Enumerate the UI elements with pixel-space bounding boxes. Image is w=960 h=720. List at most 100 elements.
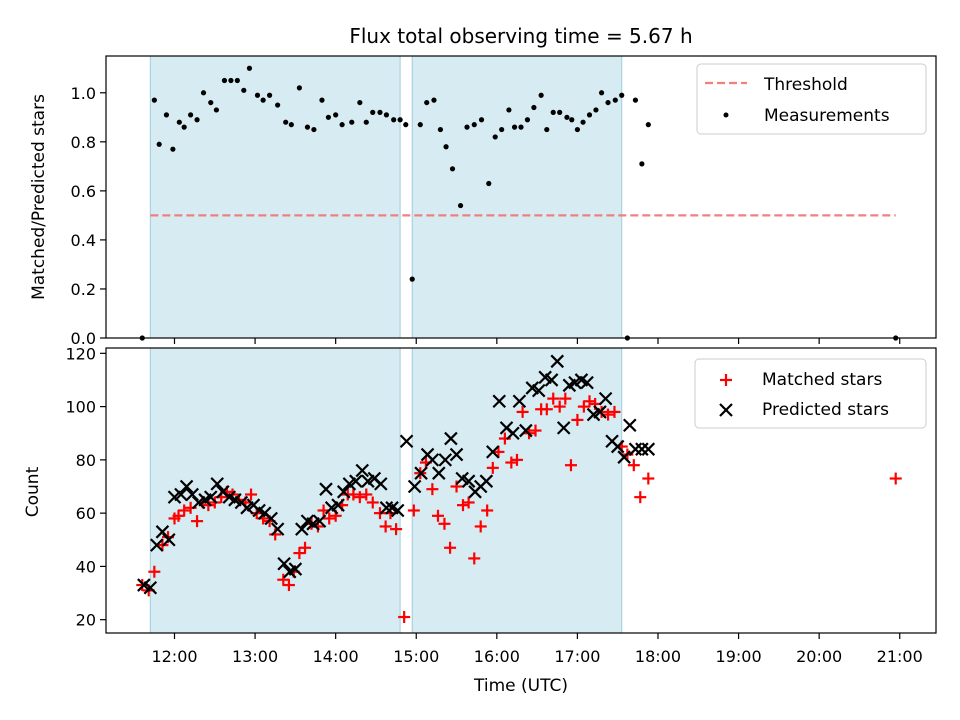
matched-star-point (583, 395, 596, 408)
predicted-star-point (210, 477, 224, 491)
measurement-point (391, 117, 397, 123)
predicted-star-point (492, 394, 507, 409)
measurement-point (383, 112, 390, 118)
predicted-star-point (355, 463, 370, 478)
measurement-point (181, 124, 187, 130)
measurement-point (511, 124, 518, 130)
measurement-point (349, 119, 355, 125)
matched-star-point (390, 523, 403, 536)
measurement-point (221, 77, 228, 84)
predicted-star-point (438, 453, 453, 467)
measurement-point (296, 85, 302, 91)
measurement-point (311, 126, 317, 133)
measurement-point (506, 107, 512, 113)
matched-legend-label: Matched stars (762, 370, 882, 390)
top-legend: Threshold Measurements (696, 63, 927, 135)
measurement-point (246, 65, 253, 71)
measurement-point (200, 90, 207, 96)
matched-star-point (323, 512, 336, 525)
bot-shaded-interval-1 (411, 347, 623, 634)
predicted-star-point (617, 450, 631, 464)
top-panel: 0.0 0.2 0.4 0.6 0.8 1.0 Matched/Predicted sta… (29, 55, 937, 348)
predicted-star-point (349, 474, 363, 488)
measurement-point (363, 119, 369, 125)
predicted-star-point (544, 373, 559, 387)
measurement-point (449, 166, 456, 172)
top-shaded-interval-1 (411, 55, 623, 339)
predicted-star-point (312, 514, 327, 528)
measurement-point (431, 97, 437, 103)
measurement-point (478, 117, 485, 123)
measurement-point (156, 141, 162, 147)
measurement-point (605, 99, 611, 106)
measurement-point (241, 87, 247, 93)
x-tick-label: 21:00 (877, 647, 923, 666)
predicted-star-point (598, 391, 613, 406)
predicted-star-point (479, 474, 494, 488)
matched-star-point (432, 509, 444, 522)
matched-star-point (360, 488, 373, 501)
measurement-point (260, 97, 266, 103)
predicted-star-point (461, 474, 476, 488)
measurement-point (612, 97, 618, 103)
predicted-star-point (432, 466, 446, 480)
measurement-point (370, 109, 376, 115)
measurement-point (357, 99, 363, 106)
measurement-point (593, 107, 599, 113)
measurement-point (457, 202, 464, 209)
predicted-legend-swatch (719, 403, 733, 417)
measurement-point (403, 122, 409, 128)
matched-star-point (347, 488, 360, 501)
predicted-star-point (512, 394, 527, 409)
predicted-star-point (407, 479, 422, 494)
predicted-star-point (444, 431, 458, 446)
predicted-star-point (506, 426, 520, 441)
matched-star-point (407, 504, 420, 517)
predicted-stars-points (137, 354, 656, 595)
measurement-point (170, 146, 176, 152)
measurement-point (564, 114, 570, 120)
measurement-point (333, 112, 339, 118)
measurement-point (639, 161, 645, 167)
matched-star-point (608, 405, 621, 418)
top-y-axis-label: Matched/Predicted stars (29, 94, 49, 300)
measurement-point (176, 119, 182, 125)
predicted-star-point (556, 421, 571, 435)
measurement-point (409, 276, 415, 282)
bot-y-tick-label: 80 (76, 451, 96, 470)
predicted-star-point (331, 498, 345, 512)
matched-star-point (172, 509, 185, 522)
matched-star-point (398, 611, 411, 624)
x-tick-label: 19:00 (716, 647, 762, 666)
measurement-point (492, 134, 498, 140)
measurement-point (518, 124, 524, 130)
predicted-star-point (519, 423, 533, 438)
matched-star-point (178, 504, 191, 517)
bot-y-tick-label: 20 (76, 611, 96, 630)
x-tick-label: 13:00 (232, 647, 278, 666)
matched-star-point (438, 517, 451, 530)
measurement-point (486, 180, 492, 187)
measurement-point (151, 97, 157, 103)
predicted-star-point (414, 466, 428, 480)
measurement-point (499, 126, 505, 133)
measurement-point (598, 90, 605, 96)
predicted-star-point (641, 442, 656, 456)
predicted-star-point (179, 479, 194, 494)
measurements-legend-swatch (723, 112, 729, 118)
measurement-point (632, 97, 639, 103)
predicted-star-point (486, 445, 500, 459)
predicted-star-point (399, 434, 414, 449)
matched-star-point (529, 424, 542, 437)
measurement-point (275, 102, 281, 108)
predicted-star-point (449, 447, 464, 462)
matched-star-point (468, 552, 481, 565)
bottom-y-axis: 20 40 60 80 100 120 (65, 344, 106, 630)
bot-y-tick-label: 100 (65, 398, 96, 417)
predicted-star-point (288, 562, 303, 576)
bot-y-tick-label: 40 (76, 557, 96, 576)
predicted-star-point (295, 522, 309, 536)
predicted-star-point (635, 442, 649, 456)
measurement-point (464, 124, 470, 130)
bottom-y-axis-label: Count (23, 466, 43, 517)
